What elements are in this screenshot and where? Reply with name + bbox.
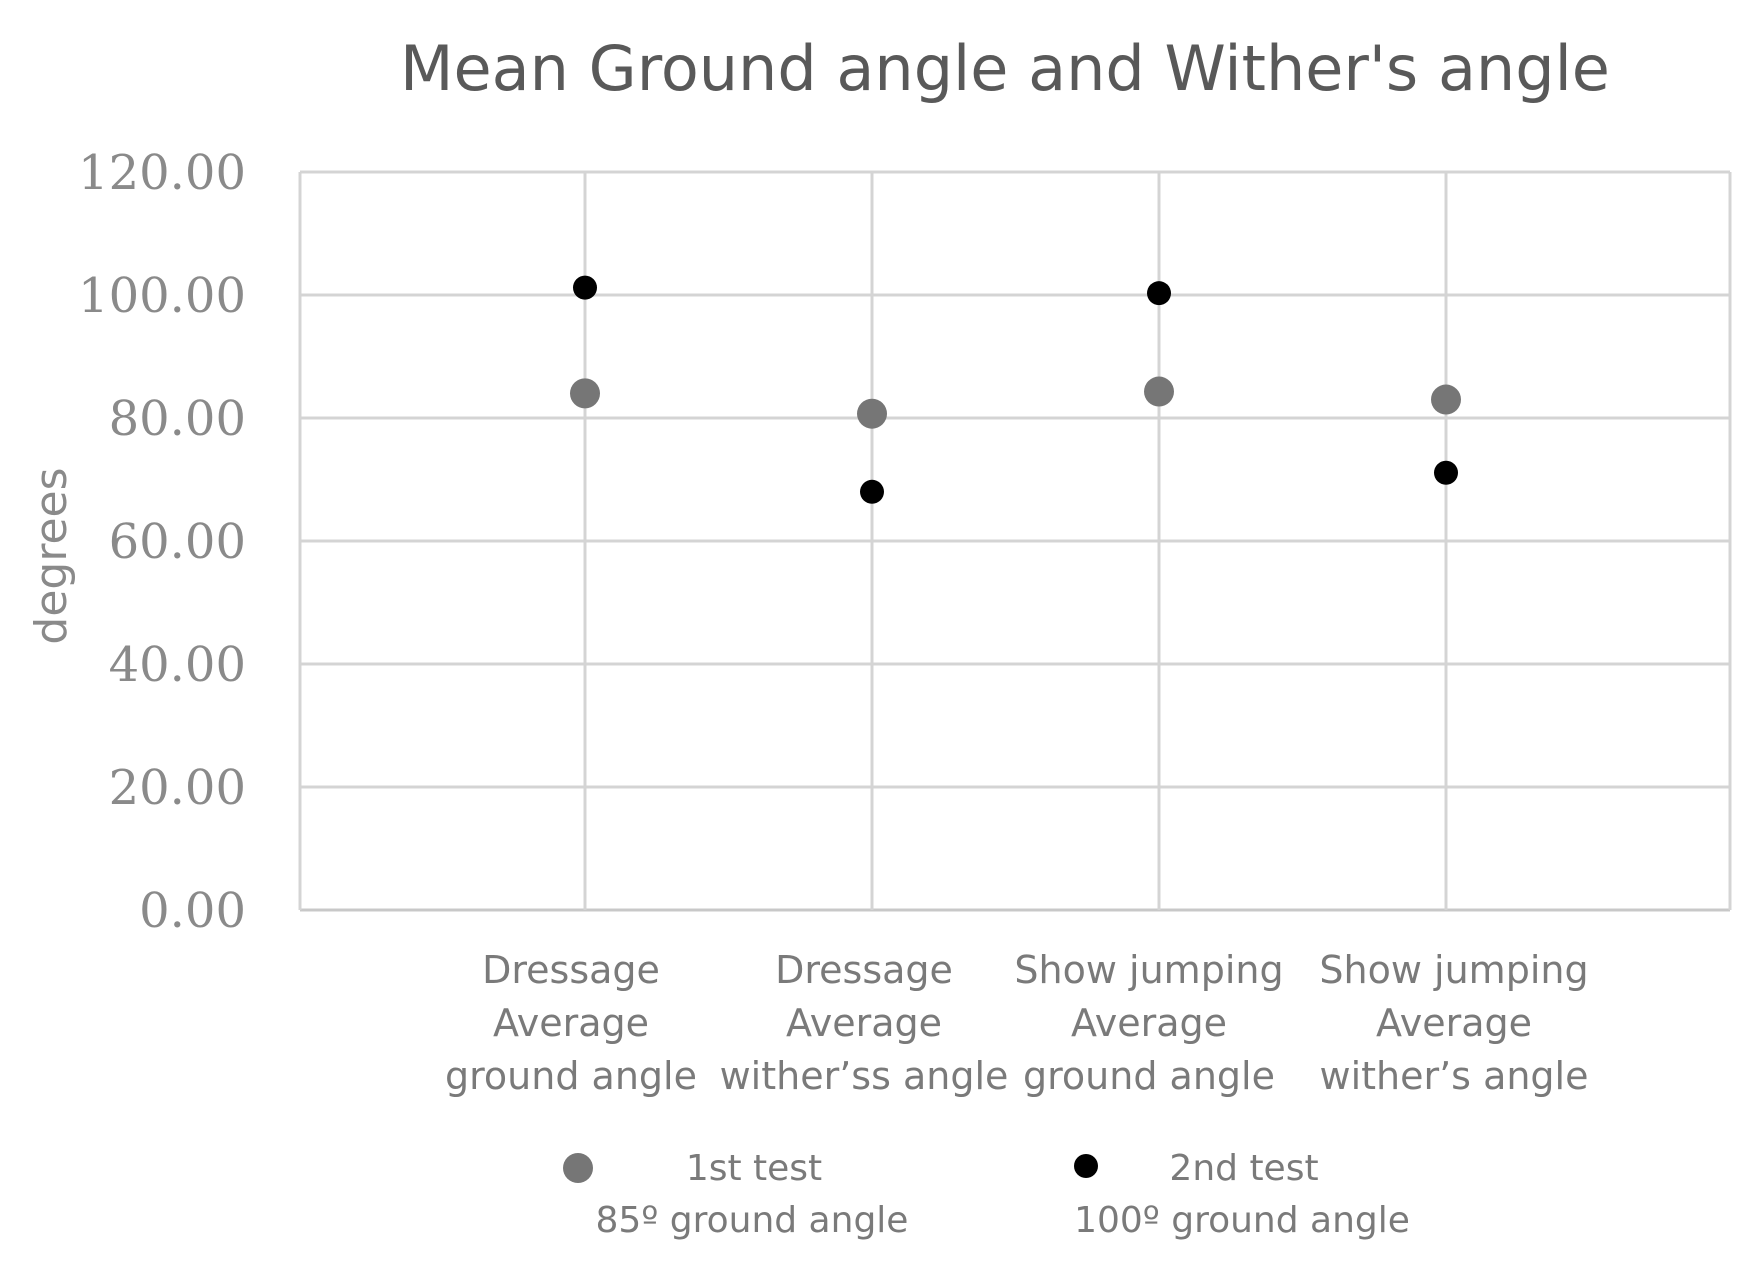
- gridlines: [298, 170, 1732, 912]
- legend-marker: [1074, 1154, 1098, 1178]
- point-1st-test: [570, 378, 600, 409]
- y-tick-label: 20.00: [109, 760, 246, 816]
- x-category-label: Show jumping Average ground angle: [1014, 948, 1283, 1098]
- y-axis-ticks: 0.00 20.00 40.00 60.00 80.00 100.00 120.00: [78, 145, 246, 939]
- x-category-label: Show jumping Average wither’s angle: [1319, 948, 1588, 1098]
- x-category-label-line: ground angle: [1023, 1054, 1275, 1098]
- x-category-label-line: Show jumping: [1014, 948, 1283, 992]
- data-points: [570, 275, 1461, 504]
- point-1st-test: [1144, 376, 1174, 407]
- point-2nd-test: [860, 479, 884, 504]
- y-axis-label: degrees: [26, 467, 77, 644]
- x-category-label: Dressage Average wither’ss angle: [720, 948, 1009, 1098]
- legend-label: 1st test 85º ground angle: [596, 1148, 909, 1241]
- x-category-label-line: wither’ss angle: [720, 1054, 1009, 1098]
- point-2nd-test: [573, 275, 597, 300]
- x-category-label-line: ground angle: [445, 1054, 697, 1098]
- y-tick-label: 40.00: [109, 637, 246, 693]
- x-category-label-line: Dressage: [775, 948, 953, 992]
- legend-label-line: 100º ground angle: [1074, 1200, 1410, 1241]
- point-1st-test: [857, 398, 887, 429]
- point-2nd-test: [1147, 281, 1171, 306]
- x-category-label: Dressage Average ground angle: [445, 948, 697, 1098]
- x-category-label-line: Average: [786, 1001, 942, 1045]
- legend-label: 2nd test 100º ground angle: [1074, 1148, 1410, 1241]
- x-category-label-line: Show jumping: [1319, 948, 1588, 992]
- y-tick-label: 100.00: [78, 268, 246, 324]
- x-category-label-line: wither’s angle: [1319, 1054, 1588, 1098]
- x-category-label-line: Average: [493, 1001, 649, 1045]
- legend-label-line: 85º ground angle: [596, 1200, 909, 1241]
- point-2nd-test: [1434, 460, 1458, 485]
- x-category-label-line: Average: [1071, 1001, 1227, 1045]
- chart-title: Mean Ground angle and Wither's angle: [400, 32, 1610, 105]
- y-tick-label: 120.00: [78, 145, 246, 201]
- x-category-label-line: Dressage: [482, 948, 660, 992]
- point-1st-test: [1431, 384, 1461, 415]
- legend-marker: [563, 1153, 593, 1183]
- x-category-label-line: Average: [1376, 1001, 1532, 1045]
- legend-label-line: 2nd test: [1169, 1148, 1318, 1189]
- y-tick-label: 60.00: [109, 514, 246, 570]
- legend-label-line: 1st test: [686, 1148, 822, 1189]
- y-tick-label: 0.00: [139, 883, 246, 939]
- x-axis-categories: Dressage Average ground angle Dressage Avera…: [445, 948, 1589, 1098]
- y-tick-label: 80.00: [109, 391, 246, 447]
- legend: 1st test 85º ground angle 2nd test 100º gro…: [563, 1148, 1410, 1241]
